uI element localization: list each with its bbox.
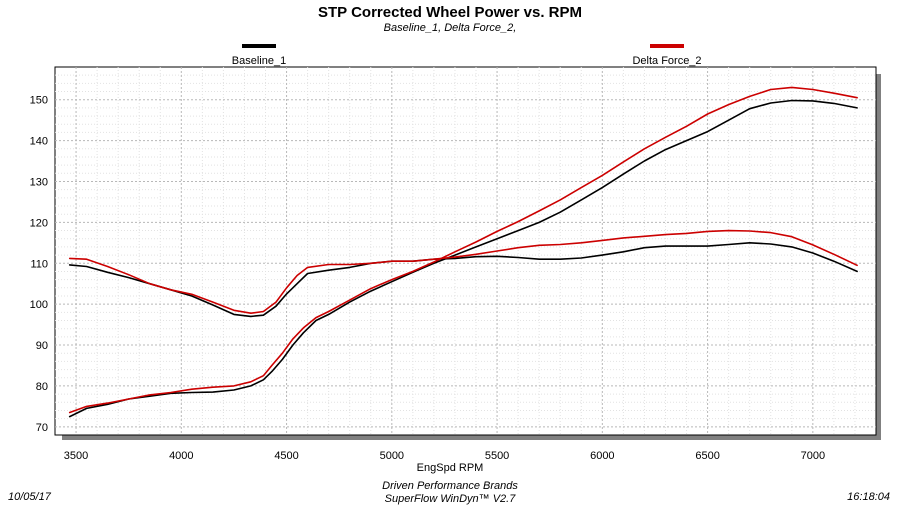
y-tick-label: 90: [36, 340, 48, 352]
x-tick-label: 6000: [590, 450, 614, 462]
footer-software: SuperFlow WinDyn™ V2.7: [385, 493, 517, 505]
x-axis-label: EngSpd RPM: [417, 462, 484, 474]
x-tick-label: 6500: [695, 450, 719, 462]
footer-company: Driven Performance Brands: [382, 480, 518, 492]
x-tick-label: 5500: [485, 450, 509, 462]
y-tick-label: 120: [30, 217, 48, 229]
series-lines: [68, 86, 858, 418]
series-line-baseline-power: [68, 99, 858, 418]
y-tick-label: 100: [30, 299, 48, 311]
legend-label-baseline: Baseline_1: [232, 55, 286, 67]
x-tick-label: 7000: [801, 450, 825, 462]
x-tick-label: 3500: [64, 450, 88, 462]
chart-subtitle: Baseline_1, Delta Force_2,: [384, 22, 517, 34]
chart-title: STP Corrected Wheel Power vs. RPM: [318, 4, 582, 21]
x-axis-ticks: 3500 4000 4500 5000 5500 6000 6500 7000: [64, 450, 825, 462]
plot-shadow-right: [876, 74, 881, 440]
y-tick-label: 150: [30, 95, 48, 107]
y-axis-ticks: 70 80 90 100 110 120 130 140 150: [30, 95, 48, 434]
x-tick-label: 4500: [274, 450, 298, 462]
y-tick-label: 140: [30, 136, 48, 148]
footer-time: 16:18:04: [847, 491, 890, 503]
x-tick-label: 5000: [380, 450, 404, 462]
series-line-delta-force-torque: [68, 229, 858, 315]
y-tick-label: 110: [30, 258, 48, 270]
y-tick-label: 80: [36, 381, 48, 393]
grid: [55, 67, 876, 435]
y-tick-label: 130: [30, 176, 48, 188]
y-tick-label: 70: [36, 422, 48, 434]
legend-label-delta-force: Delta Force_2: [632, 55, 701, 67]
legend: Baseline_1 Delta Force_2: [232, 44, 702, 67]
x-tick-label: 4000: [169, 450, 193, 462]
plot-shadow-bottom: [62, 435, 881, 440]
footer-date: 10/05/17: [8, 491, 52, 503]
series-line-delta-force-power: [68, 86, 858, 414]
